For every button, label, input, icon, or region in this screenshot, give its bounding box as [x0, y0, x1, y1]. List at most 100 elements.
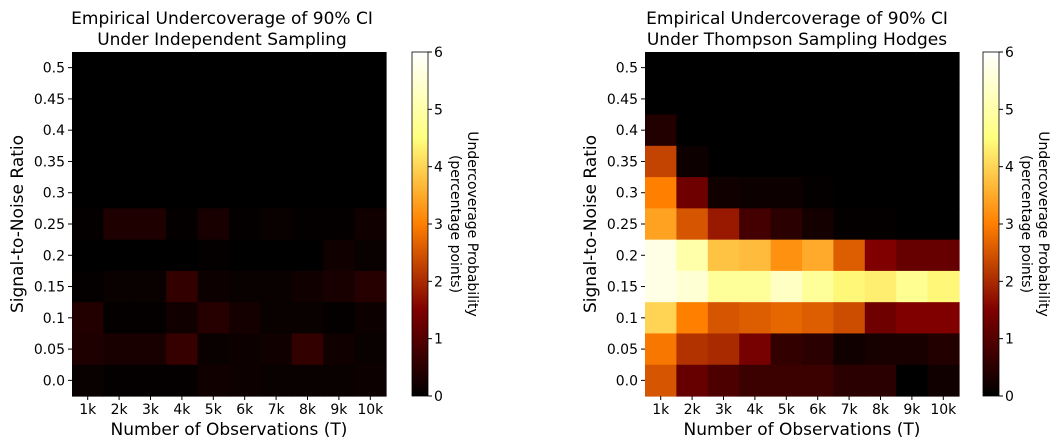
heatmap-cell: [802, 239, 834, 272]
heatmap-cell: [166, 333, 199, 366]
heatmap-cell: [927, 114, 960, 147]
heatmap-cell: [770, 302, 803, 335]
chart-title: Empirical Undercoverage of 90% CI: [646, 9, 948, 29]
heatmap-cell: [354, 208, 387, 241]
heatmap-cell: [864, 52, 897, 84]
colorbar-tick-label: 2: [1005, 274, 1014, 290]
heatmap-cell: [197, 114, 230, 147]
heatmap-cell: [676, 145, 709, 178]
heatmap-cell: [197, 333, 230, 366]
colorbar-label-line2: (percentage points): [1018, 155, 1034, 293]
x-tick-label: 2k: [684, 402, 702, 418]
heatmap-cell: [833, 364, 866, 397]
heatmap-cell: [72, 145, 104, 178]
heatmap-cell: [72, 239, 104, 272]
heatmap-cell: [707, 145, 740, 178]
heatmap-cell: [645, 208, 677, 241]
heatmap-cell: [354, 145, 387, 178]
heatmap-cell: [864, 208, 897, 241]
colorbar-tick-label: 3: [434, 217, 443, 233]
heatmap-cell: [197, 52, 230, 84]
colorbar: [982, 51, 1000, 397]
y-tick-label: 0.1: [616, 311, 638, 327]
heatmap-cell: [770, 239, 803, 272]
heatmap-cell: [166, 364, 199, 397]
heatmap-cell: [739, 239, 772, 272]
heatmap-cell: [103, 333, 136, 366]
colorbar-label-line1: Undercoverage Probability: [464, 131, 480, 317]
heatmap-cell: [676, 52, 709, 84]
colorbar: [411, 51, 429, 397]
x-tick-label: 2k: [111, 402, 129, 418]
heatmap-cell: [260, 208, 293, 241]
heatmap-cell: [197, 145, 230, 178]
heatmap-cell: [645, 270, 677, 303]
colorbar-tick-label: 4: [1005, 160, 1014, 176]
y-tick-label: 0.15: [34, 280, 65, 296]
heatmap-cell: [354, 270, 387, 303]
heatmap-cell: [739, 333, 772, 366]
heatmap-cell: [645, 114, 677, 147]
heatmap-cell: [197, 302, 230, 335]
heatmap-cell: [323, 114, 356, 147]
heatmap-cell: [707, 239, 740, 272]
heatmap-cell: [927, 333, 960, 366]
heatmap-cell: [833, 52, 866, 84]
heatmap-cell: [166, 302, 199, 335]
heatmap-cell: [323, 177, 356, 209]
heatmap-cell: [676, 302, 709, 335]
colorbar-tick-label: 4: [434, 160, 443, 176]
y-tick-label: 0.45: [34, 92, 65, 108]
heatmap-cell: [229, 302, 261, 335]
heatmap-cell: [103, 364, 136, 397]
heatmap-cell: [896, 270, 929, 303]
heatmap-cell: [229, 114, 261, 147]
heatmap-cell: [739, 364, 772, 397]
heatmap-cell: [134, 114, 167, 147]
y-tick-label: 0.1: [43, 311, 65, 327]
heatmap-cell: [864, 177, 897, 209]
heatmap-cell: [770, 364, 803, 397]
heatmap-cell: [864, 239, 897, 272]
heatmap-cell: [896, 114, 929, 147]
heatmap-cell: [134, 145, 167, 178]
colorbar-label-line1: Undercoverage Probability: [1035, 131, 1051, 317]
heatmap-cell: [260, 145, 293, 178]
heatmap-cell: [707, 208, 740, 241]
heatmap-cell: [260, 114, 293, 147]
heatmap-cell: [927, 208, 960, 241]
heatmap-cell: [72, 208, 104, 241]
heatmap-cell: [676, 239, 709, 272]
x-tick-label: 8k: [299, 402, 317, 418]
heatmap-cell: [770, 114, 803, 147]
heatmap-cell: [864, 364, 897, 397]
colorbar-tick-label: 5: [1005, 102, 1014, 118]
heatmap-cell: [72, 302, 104, 335]
heatmap-cell: [72, 83, 104, 116]
heatmap-cell: [229, 270, 261, 303]
heatmap-cell: [229, 83, 261, 116]
heatmap-cell: [354, 333, 387, 366]
chart-subtitle: Under Thompson Sampling Hodges: [647, 30, 947, 50]
heatmap-cell: [166, 208, 199, 241]
heatmap-cell: [927, 364, 960, 397]
heatmap-cell: [260, 364, 293, 397]
heatmap-cell: [103, 52, 136, 84]
colorbar-tick-label: 1: [434, 332, 443, 348]
heatmap-cell: [354, 364, 387, 397]
y-axis-label: Signal-to-Noise Ratio: [581, 135, 601, 313]
heatmap-cell: [229, 239, 261, 272]
heatmap-cell: [323, 83, 356, 116]
y-tick-label: 0.3: [43, 186, 65, 202]
heatmap-cell: [864, 302, 897, 335]
heatmap-cell: [260, 83, 293, 116]
heatmap-cell: [291, 333, 324, 366]
heatmap-cell: [739, 114, 772, 147]
heatmap-cell: [323, 333, 356, 366]
heatmap-cell: [134, 270, 167, 303]
heatmap-cell: [707, 114, 740, 147]
heatmap-cell: [739, 145, 772, 178]
colorbar-tick-label: 3: [1005, 217, 1014, 233]
heatmap-cell: [134, 83, 167, 116]
heatmap-cell: [354, 177, 387, 209]
